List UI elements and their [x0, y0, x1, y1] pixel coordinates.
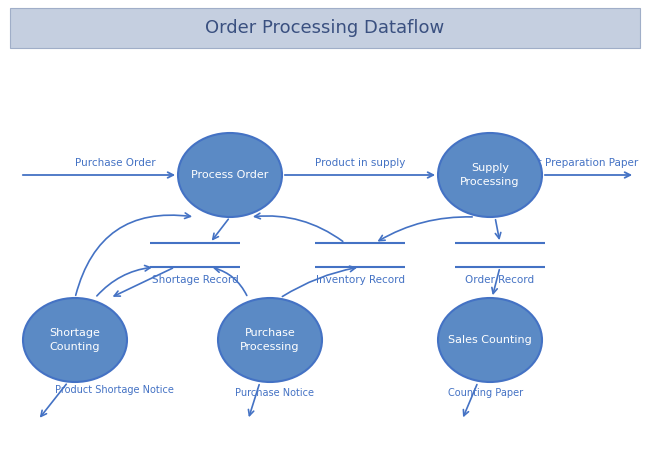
Text: Order Record: Order Record: [465, 275, 534, 285]
Text: Purchase Notice: Purchase Notice: [235, 388, 314, 398]
Text: Sales Counting: Sales Counting: [448, 335, 532, 345]
FancyBboxPatch shape: [10, 8, 640, 48]
Text: Shortage Record: Shortage Record: [151, 275, 239, 285]
Ellipse shape: [438, 133, 542, 217]
Text: Counting Paper: Counting Paper: [448, 388, 523, 398]
Text: Order Processing Dataflow: Order Processing Dataflow: [205, 19, 445, 37]
Ellipse shape: [438, 298, 542, 382]
Text: Product Preparation Paper: Product Preparation Paper: [502, 158, 638, 168]
Text: Product Shortage Notice: Product Shortage Notice: [55, 385, 174, 395]
Text: Shortage
Counting: Shortage Counting: [49, 328, 101, 352]
Ellipse shape: [218, 298, 322, 382]
Text: Purchase Order: Purchase Order: [75, 158, 155, 168]
Ellipse shape: [178, 133, 282, 217]
Text: Process Order: Process Order: [191, 170, 268, 180]
Text: Supply
Processing: Supply Processing: [460, 164, 520, 187]
Text: Product in supply: Product in supply: [315, 158, 405, 168]
Text: Inventory Record: Inventory Record: [315, 275, 404, 285]
Text: Purchase
Processing: Purchase Processing: [240, 328, 300, 352]
Ellipse shape: [23, 298, 127, 382]
